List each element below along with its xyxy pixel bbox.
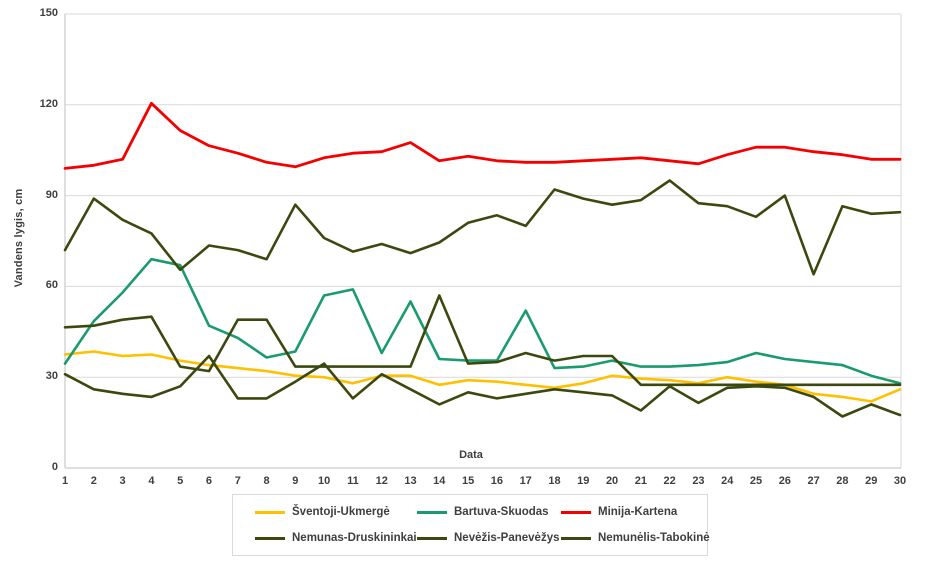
legend-swatch [417,510,447,514]
x-tick: 5 [177,475,184,487]
x-tick: 10 [318,475,331,487]
legend-item: Nevėžis-Panevėžys [395,528,559,548]
y-tick: 120 [39,97,58,110]
series-line-Bartuva-Skuodas [63,257,902,385]
x-tick: 27 [807,475,820,487]
x-tick: 14 [433,475,446,487]
x-tick: 30 [893,475,907,487]
x-tick: 24 [721,475,734,487]
legend-swatch [561,510,591,514]
x-tick: 22 [663,475,676,487]
x-tick: 25 [749,475,763,487]
legend-swatch [561,536,591,540]
legend-item: Nemunėlis-Tabokinė [539,528,710,548]
series-line-Nemunėlis-Tabokinė [63,354,902,418]
x-tick: 4 [148,475,155,487]
x-tick: 15 [461,475,475,487]
series-line-Nemunas-Druskininkai [63,179,902,276]
x-tick: 11 [347,475,359,487]
x-tick: 28 [836,475,849,487]
legend: Šventoji-Ukmergė Bartuva-Skuodas Minija-Ka… [232,494,710,556]
x-tick: 3 [119,475,126,487]
legend-item: Šventoji-Ukmergė [233,502,395,522]
legend-item: Minija-Kartena [539,502,699,522]
x-tick: 6 [205,475,213,487]
x-tick: 2 [90,475,97,487]
legend-item: Nemunas-Druskininkai [233,528,417,548]
legend-label: Nevėžis-Panevėžys [454,532,560,544]
x-tick: 17 [519,475,532,487]
x-tick: 23 [692,475,705,487]
legend-swatch [255,536,285,540]
x-tick: 7 [234,475,241,487]
x-tick: 26 [778,475,791,487]
x-tick: 29 [865,475,878,487]
x-tick: 21 [634,475,647,487]
x-tick: 1 [61,475,69,487]
x-tick: 13 [404,475,417,487]
x-axis-title: Data [459,449,483,461]
legend-item: Bartuva-Skuodas [395,502,549,522]
y-tick: 150 [39,7,58,19]
y-tick: 60 [45,279,58,292]
x-tick: 19 [577,475,590,487]
legend-label: Minija-Kartena [598,506,678,518]
series-line-Nevėžis-Panevėžys [63,294,902,387]
series-line-Šventoji-Ukmergė [63,350,902,403]
x-tick: 8 [263,475,270,487]
series-line-Minija-Kartena [63,101,902,170]
legend-swatch [255,510,285,514]
x-tick: 20 [605,475,619,487]
legend-label: Nemunas-Druskininkai [292,532,417,544]
y-tick: 0 [51,461,58,473]
x-tick: 16 [490,475,504,487]
legend-label: Bartuva-Skuodas [454,506,549,518]
x-tick: 12 [375,475,388,487]
legend-label: Nemunėlis-Tabokinė [598,532,710,544]
legend-swatch [417,536,447,540]
x-tick: 9 [292,475,299,487]
x-tick: 18 [548,475,561,487]
y-tick: 30 [45,370,58,383]
y-tick: 90 [45,188,58,201]
legend-label: Šventoji-Ukmergė [292,506,390,518]
